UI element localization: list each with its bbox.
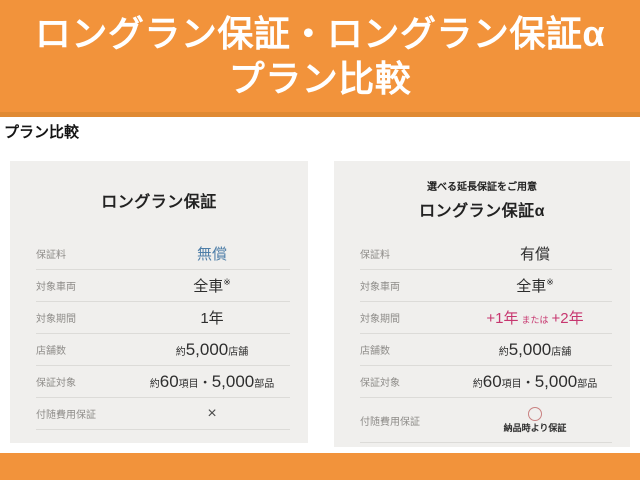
row-period: 対象期間 1年 — [36, 302, 290, 334]
row-shops: 店舗数 約5,000店舗 — [36, 334, 290, 366]
row-value-incidental: × — [134, 405, 290, 423]
coverage-parts-suffix: 部品 — [254, 378, 275, 390]
row-value-coverage: 約60項目・5,000部品 — [134, 372, 290, 392]
plan-comparison-cards: ロングラン保証 保証料 無償 対象車両 全車※ 対象期間 1年 店舗数 約5,0… — [10, 161, 630, 447]
row-vehicles: 対象車両 全車※ — [360, 270, 612, 302]
coverage-separator: ・ — [198, 374, 212, 390]
coverage-items-suffix: 項目 — [178, 378, 199, 390]
plan-subtitle: 選べる延長保証をご用意 — [427, 182, 537, 193]
shops-count: 5,000 — [508, 339, 552, 359]
row-value-vehicles: 全車※ — [458, 275, 612, 296]
period-option2: +2年 — [551, 310, 584, 327]
row-shops: 店舗数 約5,000店舗 — [360, 334, 612, 366]
row-fee: 保証料 無償 — [36, 238, 290, 270]
footnote-mark: ※ — [546, 277, 554, 287]
row-label: 対象期間 — [36, 314, 76, 325]
shops-prefix: 約 — [175, 346, 186, 358]
coverage-prefix: 約 — [149, 378, 160, 390]
row-label: 対象車両 — [36, 282, 76, 293]
cross-mark-icon: × — [207, 404, 217, 422]
page-title-line2: プラン比較 — [228, 58, 412, 99]
plan-card-longrun-header: ロングラン保証 — [10, 161, 308, 238]
row-coverage: 保証対象 約60項目・5,000部品 — [360, 366, 612, 398]
row-value-period: 1年 — [200, 310, 224, 327]
coverage-parts-count: 5,000 — [211, 371, 255, 391]
shops-suffix: 店舗 — [228, 346, 249, 358]
row-period: 対象期間 +1年 または +2年 — [360, 302, 612, 334]
plan-title: ロングラン保証 — [101, 193, 217, 211]
row-label: 保証対象 — [36, 378, 76, 389]
incidental-covered: 納品時より保証 — [458, 407, 612, 433]
period-option1: +1年 — [486, 310, 519, 327]
row-incidental: 付随費用保証 × — [36, 398, 290, 430]
plan-title: ロングラン保証α — [419, 203, 545, 220]
plan-rows: 保証料 有償 対象車両 全車※ 対象期間 +1年 または +2年 店舗数 約5,00… — [334, 238, 630, 443]
plan-card-alpha-header: 選べる延長保証をご用意 ロングラン保証α — [334, 161, 630, 238]
section-title: プラン比較 — [4, 124, 80, 141]
plan-rows: 保証料 無償 対象車両 全車※ 対象期間 1年 店舗数 約5,000店舗 保証対… — [10, 238, 308, 430]
row-value-shops: 約5,000店舗 — [458, 340, 612, 360]
row-incidental: 付随費用保証 納品時より保証 — [360, 398, 612, 443]
plan-card-longrun-alpha: 選べる延長保証をご用意 ロングラン保証α 保証料 有償 対象車両 全車※ 対象期… — [334, 161, 630, 447]
shops-prefix: 約 — [498, 346, 509, 358]
row-fee: 保証料 有償 — [360, 238, 612, 270]
row-value-period: +1年 または +2年 — [458, 307, 612, 328]
row-coverage: 保証対象 約60項目・5,000部品 — [36, 366, 290, 398]
coverage-prefix: 約 — [472, 378, 483, 390]
row-label: 対象車両 — [360, 282, 400, 293]
row-value-vehicles: 全車※ — [134, 275, 290, 296]
coverage-items-suffix: 項目 — [501, 378, 522, 390]
shops-suffix: 店舗 — [551, 346, 572, 358]
row-value-incidental: 納品時より保証 — [458, 407, 612, 433]
vehicles-text: 全車 — [516, 278, 547, 295]
plan-card-longrun: ロングラン保証 保証料 無償 対象車両 全車※ 対象期間 1年 店舗数 約5,0… — [10, 161, 308, 443]
period-conjunction: または — [521, 315, 549, 325]
page-title-line1: ロングラン保証・ロングラン保証α — [34, 13, 606, 54]
coverage-items-count: 60 — [482, 371, 502, 391]
coverage-separator: ・ — [521, 374, 535, 390]
vehicles-text: 全車 — [193, 278, 224, 295]
row-label: 保証料 — [360, 250, 390, 261]
page-header-banner: ロングラン保証・ロングラン保証α プラン比較 — [0, 0, 640, 117]
row-label: 店舗数 — [360, 346, 390, 357]
row-label: 付随費用保証 — [36, 410, 96, 421]
row-value-coverage: 約60項目・5,000部品 — [458, 372, 612, 392]
shops-count: 5,000 — [185, 339, 229, 359]
incidental-note: 納品時より保証 — [503, 423, 567, 433]
footnote-mark: ※ — [223, 277, 231, 287]
row-vehicles: 対象車両 全車※ — [36, 270, 290, 302]
circle-mark-icon — [528, 407, 542, 421]
row-value-fee: 無償 — [196, 246, 227, 263]
coverage-items-count: 60 — [159, 371, 179, 391]
row-label: 付随費用保証 — [360, 416, 420, 428]
row-value-shops: 約5,000店舗 — [134, 340, 290, 360]
row-value-fee: 有償 — [519, 246, 550, 263]
coverage-parts-count: 5,000 — [534, 371, 578, 391]
row-label: 店舗数 — [36, 346, 66, 357]
coverage-parts-suffix: 部品 — [577, 378, 598, 390]
row-label: 対象期間 — [360, 314, 400, 325]
row-label: 保証料 — [36, 250, 66, 261]
row-label: 保証対象 — [360, 378, 400, 389]
bottom-orange-bar — [0, 453, 640, 480]
